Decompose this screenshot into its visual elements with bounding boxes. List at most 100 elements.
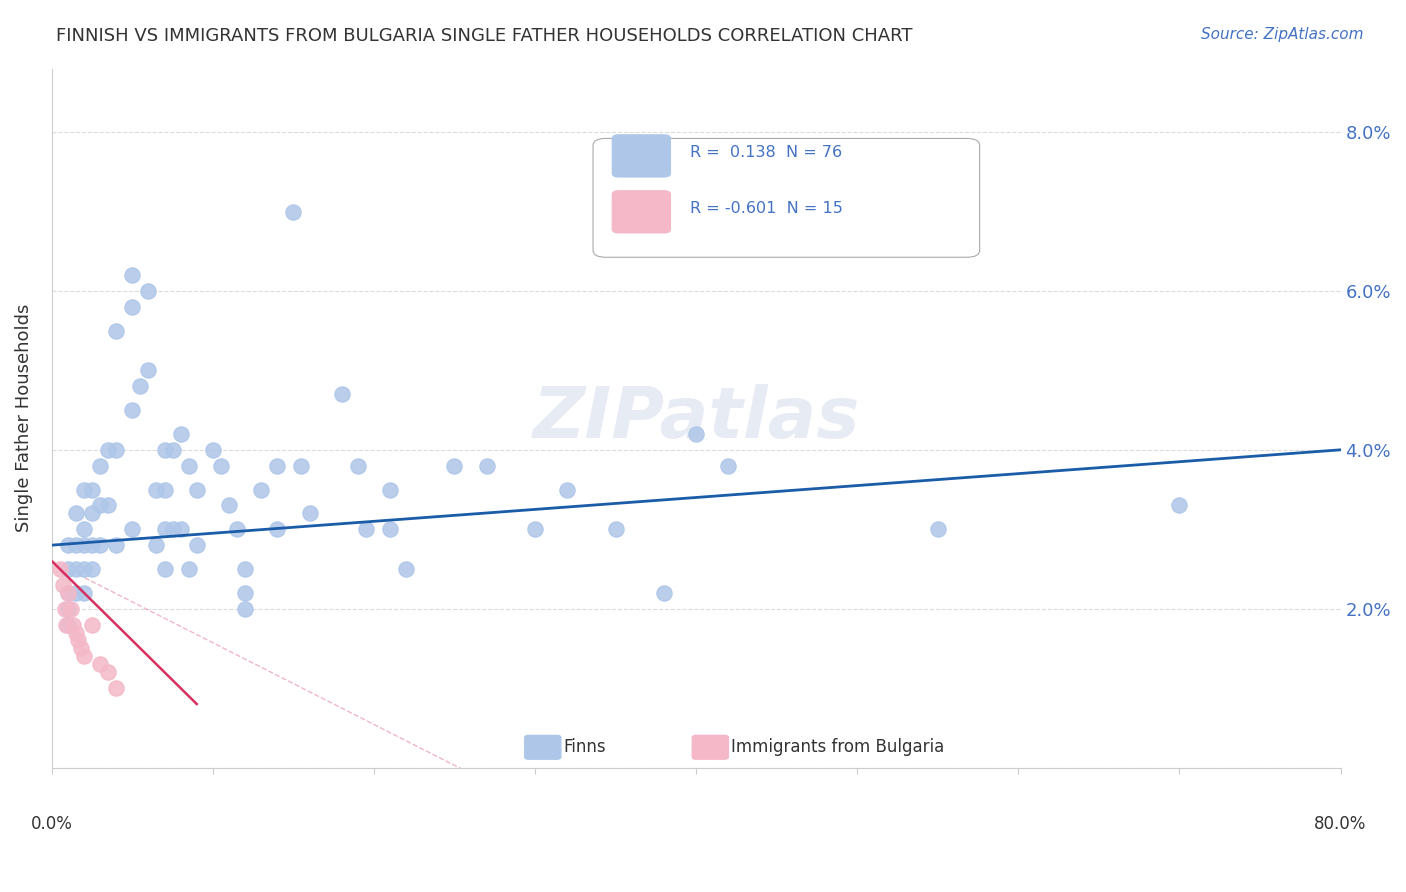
- Point: [66, 633, 89, 648]
- Point: [73, 538, 96, 552]
- Text: 0.0%: 0.0%: [31, 815, 73, 833]
- Point: [209, 458, 232, 473]
- Point: [226, 522, 249, 536]
- Point: [80, 507, 103, 521]
- Point: [97, 665, 120, 680]
- Point: [138, 284, 160, 298]
- Point: [105, 538, 128, 552]
- Point: [53, 601, 76, 615]
- Point: [524, 522, 547, 536]
- Point: [89, 499, 111, 513]
- FancyBboxPatch shape: [613, 191, 671, 233]
- Point: [186, 483, 208, 497]
- Point: [233, 562, 256, 576]
- Point: [97, 442, 120, 457]
- Point: [169, 426, 191, 441]
- Point: [73, 586, 96, 600]
- Point: [266, 522, 288, 536]
- Point: [201, 442, 224, 457]
- Point: [475, 458, 498, 473]
- Point: [80, 617, 103, 632]
- Point: [162, 442, 184, 457]
- Point: [138, 363, 160, 377]
- Point: [555, 483, 578, 497]
- Point: [177, 458, 200, 473]
- Point: [162, 522, 184, 536]
- Point: [378, 483, 401, 497]
- Point: [80, 562, 103, 576]
- Point: [55, 617, 77, 632]
- Point: [56, 586, 79, 600]
- Point: [233, 601, 256, 615]
- FancyBboxPatch shape: [692, 735, 728, 759]
- Text: Source: ZipAtlas.com: Source: ZipAtlas.com: [1201, 27, 1364, 42]
- Point: [283, 204, 305, 219]
- Point: [52, 578, 75, 592]
- Point: [169, 522, 191, 536]
- Point: [153, 442, 176, 457]
- Point: [717, 458, 740, 473]
- Point: [89, 538, 111, 552]
- Text: R =  0.138  N = 76: R = 0.138 N = 76: [690, 145, 842, 160]
- Point: [395, 562, 418, 576]
- Point: [80, 538, 103, 552]
- Text: ZIPatlas: ZIPatlas: [533, 384, 860, 452]
- Text: R = -0.601  N = 15: R = -0.601 N = 15: [690, 201, 842, 216]
- Point: [89, 657, 111, 672]
- Point: [290, 458, 312, 473]
- Text: Immigrants from Bulgaria: Immigrants from Bulgaria: [731, 739, 945, 756]
- Point: [105, 681, 128, 695]
- Point: [62, 617, 84, 632]
- Point: [153, 483, 176, 497]
- Point: [56, 562, 79, 576]
- Text: 80.0%: 80.0%: [1315, 815, 1367, 833]
- Y-axis label: Single Father Households: Single Father Households: [15, 304, 32, 533]
- Point: [65, 507, 87, 521]
- Point: [177, 562, 200, 576]
- Point: [298, 507, 321, 521]
- Point: [145, 483, 167, 497]
- Point: [121, 403, 143, 417]
- Point: [56, 538, 79, 552]
- Point: [129, 379, 152, 393]
- Point: [378, 522, 401, 536]
- Point: [49, 562, 72, 576]
- Point: [605, 522, 627, 536]
- Point: [80, 483, 103, 497]
- Text: Finns: Finns: [564, 739, 606, 756]
- Point: [65, 586, 87, 600]
- Point: [121, 522, 143, 536]
- Point: [266, 458, 288, 473]
- FancyBboxPatch shape: [524, 735, 561, 759]
- Point: [218, 499, 240, 513]
- Point: [73, 562, 96, 576]
- Point: [69, 641, 91, 656]
- Point: [1168, 499, 1191, 513]
- Point: [105, 324, 128, 338]
- Point: [65, 625, 87, 640]
- Point: [97, 499, 120, 513]
- Point: [56, 586, 79, 600]
- Point: [56, 601, 79, 615]
- Point: [354, 522, 377, 536]
- Point: [121, 300, 143, 314]
- FancyBboxPatch shape: [593, 138, 980, 257]
- Point: [65, 562, 87, 576]
- Point: [73, 649, 96, 664]
- Point: [186, 538, 208, 552]
- Point: [73, 483, 96, 497]
- Point: [73, 522, 96, 536]
- Point: [89, 458, 111, 473]
- Point: [330, 387, 353, 401]
- Text: FINNISH VS IMMIGRANTS FROM BULGARIA SINGLE FATHER HOUSEHOLDS CORRELATION CHART: FINNISH VS IMMIGRANTS FROM BULGARIA SING…: [56, 27, 912, 45]
- FancyBboxPatch shape: [613, 135, 671, 177]
- Point: [60, 601, 83, 615]
- Point: [56, 617, 79, 632]
- Point: [65, 538, 87, 552]
- Point: [145, 538, 167, 552]
- Point: [233, 586, 256, 600]
- Point: [105, 442, 128, 457]
- Point: [443, 458, 465, 473]
- Point: [347, 458, 370, 473]
- Point: [153, 562, 176, 576]
